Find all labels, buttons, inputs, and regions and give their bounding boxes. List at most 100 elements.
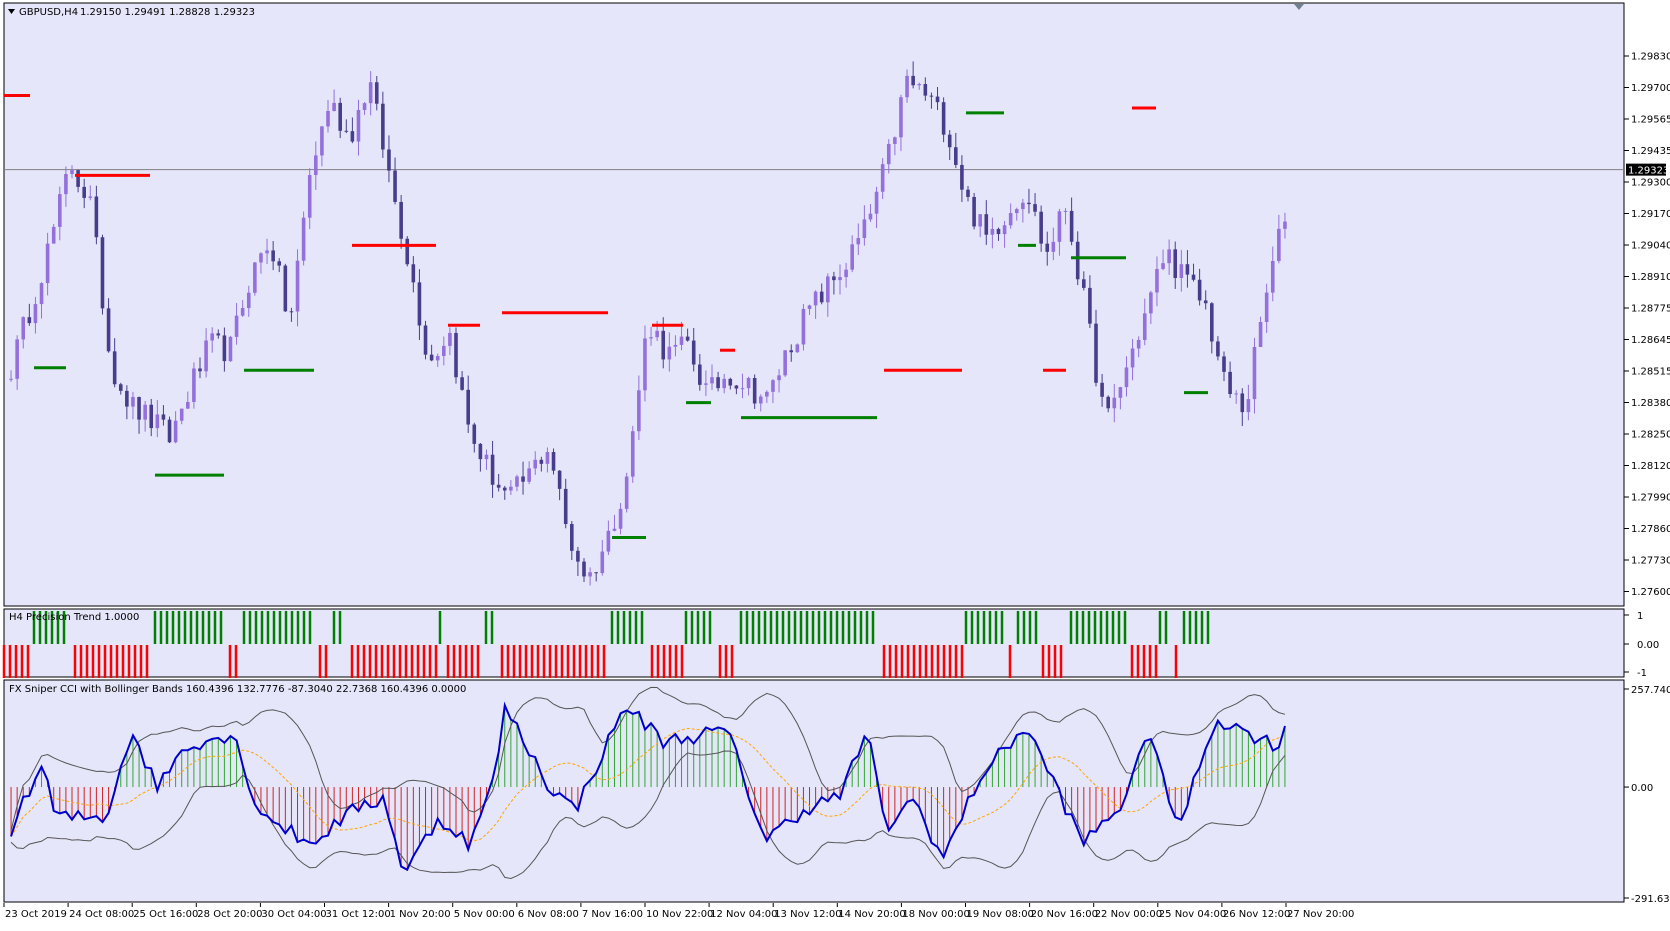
candle-body <box>1252 346 1257 400</box>
candle <box>1124 356 1129 397</box>
candle <box>947 130 952 161</box>
candle <box>118 382 123 395</box>
candle-body <box>1027 202 1031 205</box>
candle-body <box>844 269 848 278</box>
candle <box>673 335 678 357</box>
candle <box>905 69 909 103</box>
candle <box>545 447 550 473</box>
candle <box>51 223 56 244</box>
candle <box>874 186 879 229</box>
candle <box>496 473 501 492</box>
candle-body <box>1167 249 1171 264</box>
candle <box>637 375 641 440</box>
candle <box>362 102 367 115</box>
candle <box>1149 290 1153 325</box>
candle <box>320 125 324 167</box>
candle <box>112 338 117 388</box>
candle <box>271 241 275 271</box>
candle <box>1063 208 1068 225</box>
candle <box>704 370 708 397</box>
candle-body <box>259 253 263 263</box>
candle <box>448 327 452 356</box>
candle <box>301 211 306 266</box>
time-tick-label: 12 Nov 04:00 <box>710 909 777 920</box>
time-tick-label: 27 Nov 20:00 <box>1287 909 1354 920</box>
candle <box>1136 336 1141 358</box>
candle-body <box>990 228 995 235</box>
candle-body <box>978 214 982 227</box>
price-tick-label: 1.28645 <box>1631 335 1670 346</box>
candle-body <box>265 250 269 254</box>
candle <box>1027 188 1031 214</box>
candle <box>941 97 946 143</box>
time-tick-label: 7 Nov 16:00 <box>582 909 643 920</box>
candle-body <box>509 486 513 491</box>
candle <box>758 394 763 412</box>
candle <box>332 89 336 112</box>
candle-body <box>795 344 800 353</box>
candle <box>630 425 635 483</box>
candle <box>277 258 282 273</box>
candle <box>253 261 257 296</box>
candle-body <box>1057 211 1062 242</box>
candle <box>1197 268 1202 306</box>
candle <box>1100 373 1104 407</box>
candle <box>600 539 605 576</box>
candle <box>954 132 958 169</box>
candle-body <box>39 283 44 305</box>
candle-body <box>472 424 477 444</box>
candle <box>1203 290 1208 310</box>
time-tick-label: 1 Nov 20:00 <box>390 909 451 920</box>
symbol-dropdown-icon[interactable] <box>8 9 15 14</box>
candle <box>435 353 440 367</box>
candle-body <box>314 155 318 176</box>
candle-body <box>838 277 842 281</box>
candle-body <box>826 276 830 303</box>
time-tick-label: 28 Oct 20:00 <box>197 909 262 920</box>
candle <box>204 328 208 378</box>
candle-body <box>710 377 714 384</box>
candle-body <box>1014 209 1019 214</box>
shift-marker-icon[interactable] <box>1294 4 1304 10</box>
candle-body <box>246 292 251 309</box>
candle-body <box>1033 204 1037 212</box>
time-tick-label: 20 Nov 16:00 <box>1031 909 1098 920</box>
candle-body <box>783 350 787 376</box>
candle-body <box>1277 228 1281 262</box>
candle-body <box>832 276 836 281</box>
candle <box>1210 302 1214 354</box>
candle-body <box>381 103 385 150</box>
candle-body <box>1118 387 1123 398</box>
price-tick-label: 1.29435 <box>1631 146 1670 157</box>
candle <box>100 234 105 315</box>
candle <box>1264 283 1269 333</box>
candle <box>588 567 592 586</box>
candle <box>850 235 854 273</box>
candle-body <box>1136 339 1141 349</box>
candle-body <box>88 196 93 198</box>
candle-body <box>106 308 111 352</box>
candle <box>911 61 915 89</box>
candle-body <box>996 228 1001 235</box>
candle-body <box>758 396 763 404</box>
candle <box>344 119 349 134</box>
candle <box>234 302 239 345</box>
candle <box>429 344 434 362</box>
candle-body <box>545 452 550 464</box>
candle <box>880 158 885 199</box>
candle-body <box>393 170 397 202</box>
candle <box>1045 231 1050 266</box>
candle-body <box>557 470 562 489</box>
candle-body <box>58 194 62 227</box>
candle-body <box>423 325 428 355</box>
candle-body <box>716 377 720 389</box>
candle <box>691 327 696 372</box>
candle <box>64 166 68 207</box>
candle <box>289 307 294 322</box>
candle <box>1002 220 1007 248</box>
candle-body <box>466 389 470 425</box>
candle-body <box>691 340 696 365</box>
candle-body <box>1270 261 1275 293</box>
candle <box>624 472 629 513</box>
